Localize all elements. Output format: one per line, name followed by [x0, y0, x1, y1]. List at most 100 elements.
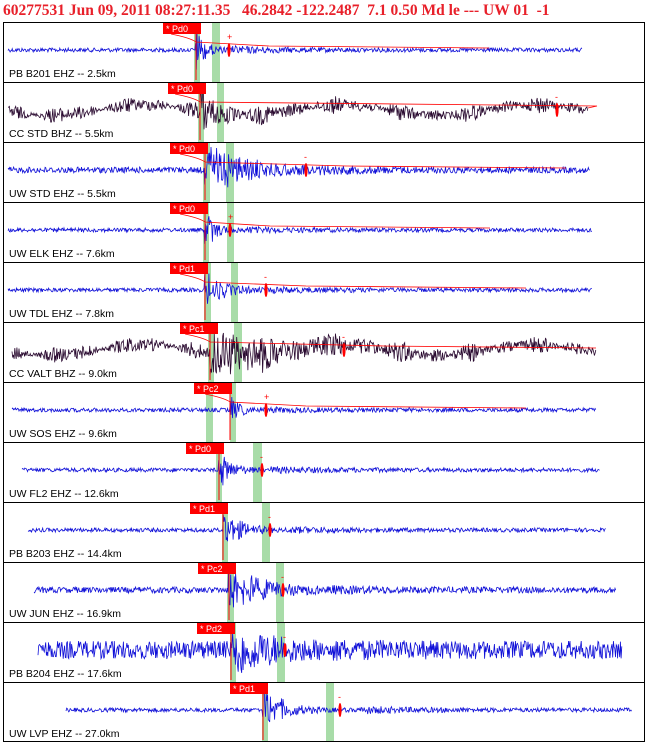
waveform: [7, 273, 592, 304]
coda-envelope: [204, 393, 527, 409]
analysis-window: [231, 263, 238, 322]
analysis-window: [204, 263, 211, 322]
pick-tag-label: * Pc2: [197, 384, 219, 394]
s-pick-label: -: [342, 332, 345, 342]
coda-envelope: [179, 153, 567, 169]
s-pick-label: -: [260, 452, 263, 462]
analysis-window: [212, 23, 220, 82]
station-label: CC VALT BHZ -- 9.0km: [9, 368, 117, 380]
analysis-window: [326, 683, 334, 742]
pick-tag-label: * Pc2: [201, 564, 223, 574]
s-pick-label: -: [338, 692, 341, 702]
analysis-window: [198, 83, 204, 142]
waveform: [21, 456, 600, 486]
pick-tag: [163, 23, 201, 34]
seismogram-plot: + * Pd0 PB B201 EHZ -- 2.5km - * Pd0 CC STD B…: [0, 22, 650, 746]
s-pick-marker: [268, 523, 272, 537]
pick-tag-label: * Pd0: [171, 84, 193, 94]
pick-tag-label: * Pd2: [200, 624, 222, 634]
station-label: UW SOS EHZ -- 9.6km: [9, 428, 117, 440]
waveform: [8, 89, 588, 130]
coda-envelope: [179, 213, 491, 229]
analysis-window: [277, 623, 285, 682]
coda-envelope: [184, 333, 597, 349]
pick-tag-label: * Pc1: [183, 324, 205, 334]
station-label: UW STD EHZ -- 5.5km: [9, 188, 116, 200]
s-pick-marker: [283, 643, 287, 657]
s-pick-label: -: [268, 512, 271, 522]
pick-tag: [170, 263, 208, 274]
analysis-window: [253, 443, 262, 502]
event-header: 60277531 Jun 09, 2011 08:27:11.35 46.284…: [3, 2, 550, 19]
trace-canvas: + * Pd0 PB B201 EHZ -- 2.5km - * Pd0 CC STD B…: [3, 22, 645, 742]
pick-tag: [198, 563, 236, 574]
station-label: UW TDL EHZ -- 7.8km: [9, 308, 114, 320]
pick-tag: [170, 143, 208, 154]
waveform: [7, 216, 592, 244]
analysis-window: [206, 383, 213, 442]
analysis-window: [208, 323, 214, 382]
waveform: [7, 146, 590, 188]
trace-panel: - * Pd1 UW TDL EHZ -- 7.8km: [3, 262, 645, 322]
coda-envelope: [179, 273, 527, 289]
pick-tag-label: * Pd1: [173, 264, 195, 274]
s-pick-marker: [264, 403, 268, 417]
waveform: [65, 683, 632, 723]
pick-tag: [194, 383, 232, 394]
trace-panel: - * Pc2 UW JUN EHZ -- 16.9km: [3, 562, 645, 622]
pick-tag: [170, 203, 208, 214]
coda-envelope: [174, 93, 598, 109]
trace-panel: - * Pd1 PB B203 EHZ -- 14.4km: [3, 502, 645, 562]
station-label: UW ELK EHZ -- 7.6km: [9, 248, 115, 260]
station-label: CC STD BHZ -- 5.5km: [9, 128, 114, 140]
pick-tag-label: * Pd0: [189, 444, 211, 454]
analysis-window: [262, 503, 270, 562]
s-pick-marker: [260, 463, 264, 477]
trace-panel: - * Pd0 CC STD BHZ -- 5.5km: [3, 82, 645, 142]
waveform: [37, 632, 623, 673]
pick-tag-label: * Pd1: [193, 504, 215, 514]
s-pick-label: -: [264, 272, 267, 282]
s-pick-marker: [342, 343, 346, 357]
trace-panel: + * Pd0 UW ELK EHZ -- 7.6km: [3, 202, 645, 262]
trace-panel: + * Pd0 PB B201 EHZ -- 2.5km: [3, 22, 645, 82]
pick-tag-label: * Pd1: [233, 684, 255, 694]
pick-tag: [180, 323, 218, 334]
station-label: UW FL2 EHZ -- 12.6km: [9, 488, 119, 500]
analysis-window: [234, 323, 242, 382]
analysis-window: [276, 563, 284, 622]
pick-tag-label: * Pd0: [173, 144, 195, 154]
s-pick-label: +: [227, 32, 232, 42]
trace-panel: - * Pd2 PB B204 EHZ -- 17.6km: [3, 622, 645, 682]
s-pick-label: -: [283, 632, 286, 642]
s-pick-marker: [338, 703, 342, 717]
s-pick-marker: [281, 583, 285, 597]
s-pick-marker: [304, 163, 308, 177]
waveform: [33, 568, 617, 608]
trace-panel: - * Pd0 UW STD EHZ -- 5.5km: [3, 142, 645, 202]
trace-panel: - * Pc1 CC VALT BHZ -- 9.0km: [3, 322, 645, 382]
s-pick-marker: [227, 43, 231, 57]
station-label: PB B203 EHZ -- 14.4km: [9, 548, 122, 560]
station-label: UW JUN EHZ -- 16.9km: [9, 608, 121, 620]
analysis-window: [222, 503, 228, 562]
trace-panel: + * Pc2 UW SOS EHZ -- 9.6km: [3, 382, 645, 442]
analysis-window: [230, 623, 236, 682]
s-pick-label: -: [281, 572, 284, 582]
pick-tag: [190, 503, 228, 514]
pick-tag-label: * Pd0: [173, 204, 195, 214]
waveform: [11, 332, 597, 375]
trace-panel: - * Pd0 UW FL2 EHZ -- 12.6km: [3, 442, 645, 502]
s-pick-marker: [555, 103, 559, 117]
s-pick-label: +: [264, 392, 269, 402]
station-label: PB B204 EHZ -- 17.6km: [9, 668, 122, 680]
s-pick-label: +: [228, 212, 233, 222]
waveform: [11, 396, 597, 419]
pick-tag-label: * Pd0: [166, 24, 188, 34]
pick-tag: [186, 443, 224, 454]
waveform: [27, 515, 606, 542]
pick-tag: [197, 623, 235, 634]
s-pick-label: -: [304, 152, 307, 162]
station-label: PB B201 EHZ -- 2.5km: [9, 68, 116, 80]
pick-tag: [168, 83, 206, 94]
